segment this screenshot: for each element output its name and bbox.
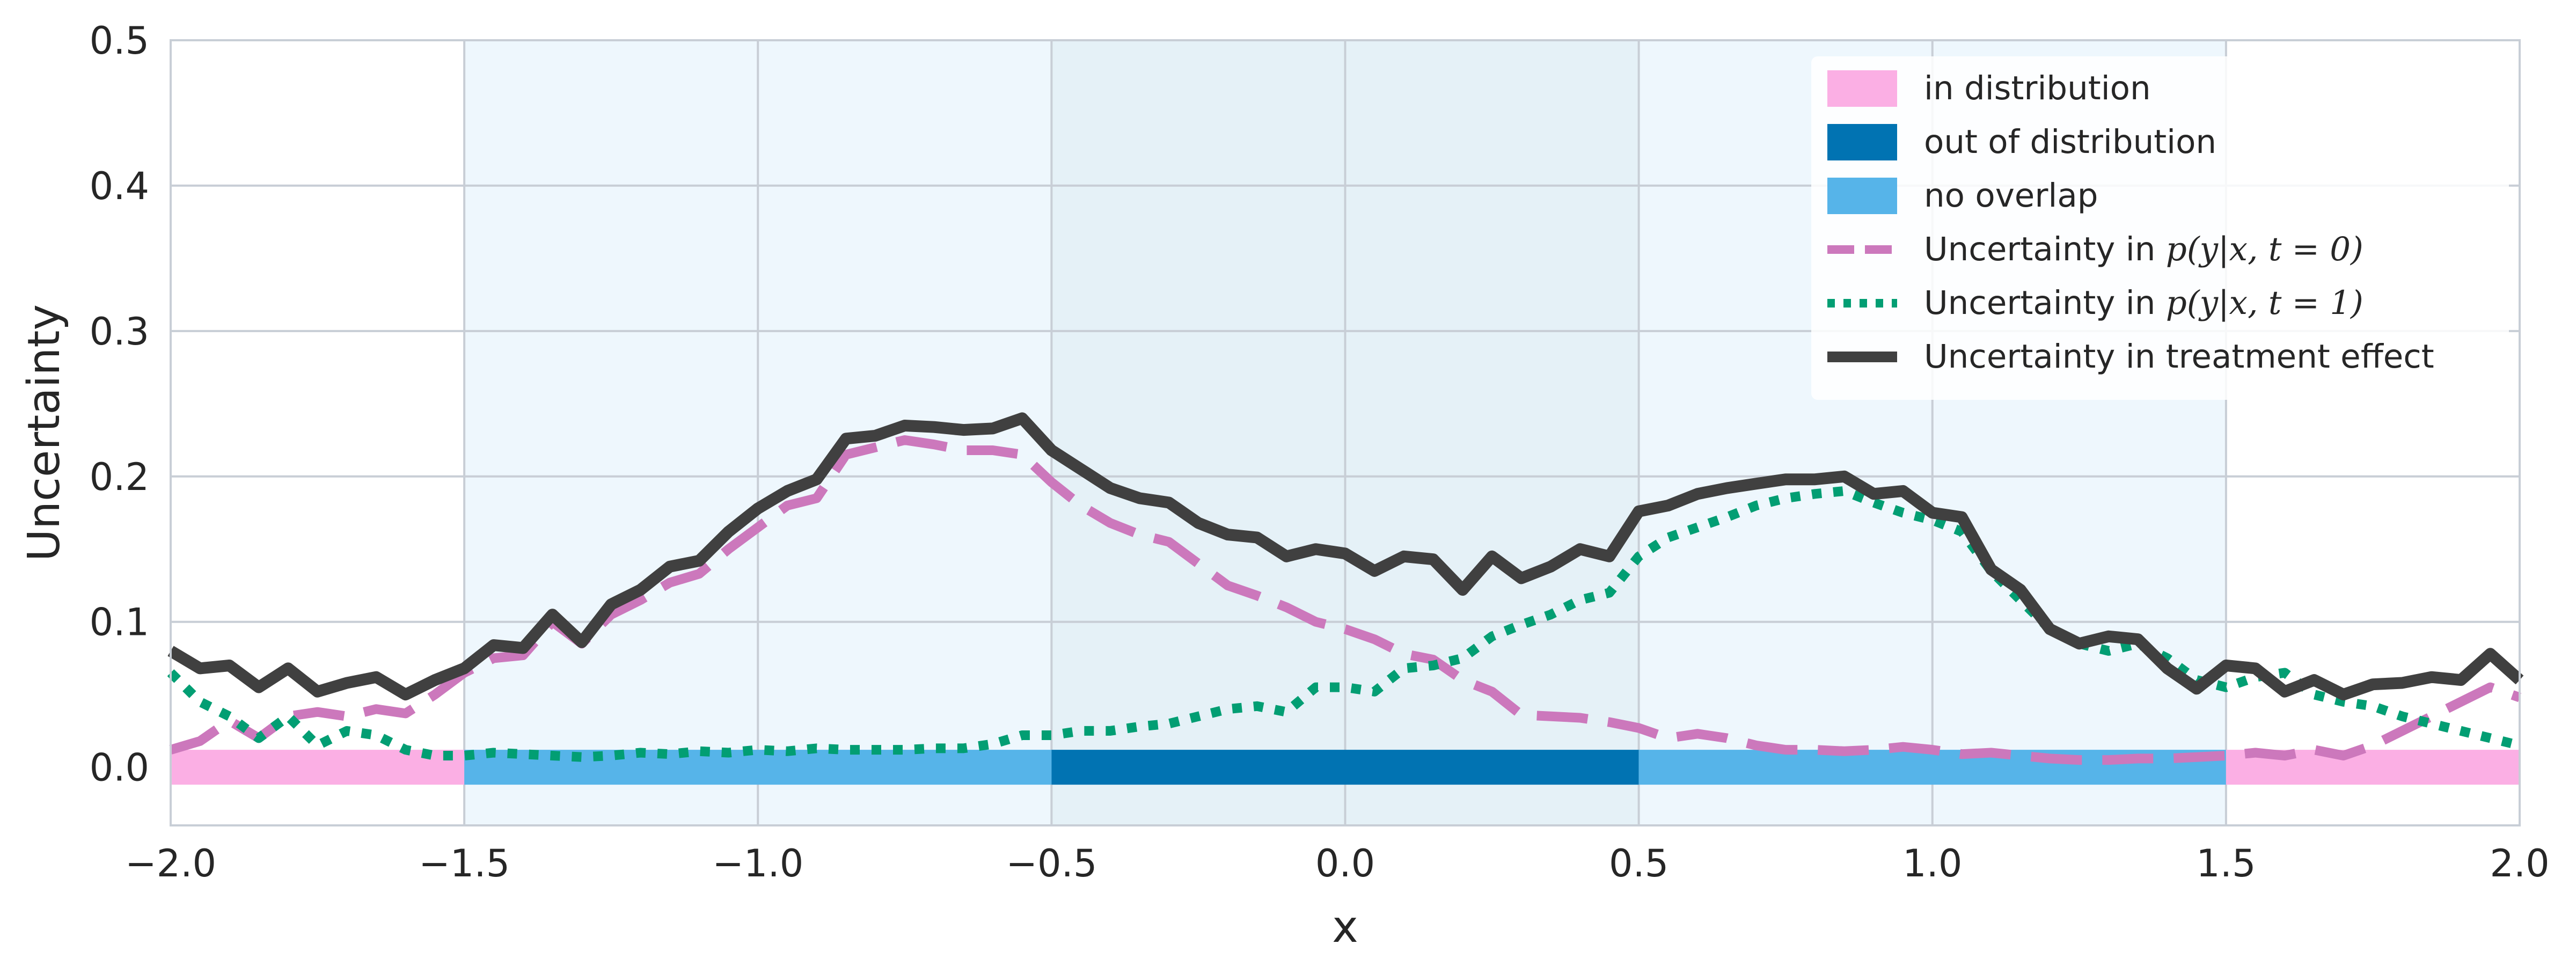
x-tick-label-0: −2.0 <box>125 841 216 885</box>
legend-swatch-2 <box>1827 178 1897 214</box>
plot-frame <box>170 39 2521 826</box>
series-line-1 <box>167 486 2521 762</box>
y-tick-label-2: 0.2 <box>90 455 149 499</box>
y-axis-label: Uncertainty <box>19 304 70 561</box>
legend-label-math-3: p(y|x, t = 0) <box>2166 230 2363 268</box>
x-axis-label: x <box>1332 902 1358 953</box>
series-lines <box>167 412 2524 765</box>
x-tick-label-3: −0.5 <box>1006 841 1097 885</box>
plot-border <box>170 39 2521 826</box>
legend-label-1: out of distribution <box>1924 123 2216 161</box>
x-tick-label-2: −1.0 <box>712 841 803 885</box>
distribution-bands <box>171 750 2520 785</box>
legend-label-4: Uncertainty in p(y|x, t = 1) <box>1924 284 2363 322</box>
y-tick-label-1: 0.1 <box>90 601 149 645</box>
legend-label-0: in distribution <box>1924 69 2151 107</box>
legend-box <box>1811 56 2509 400</box>
series-line-2 <box>167 412 2524 701</box>
x-tick-label-1: −1.5 <box>419 841 510 885</box>
legend: in distribution out of distribution no ove… <box>1811 56 2509 400</box>
legend-swatch-0 <box>1827 70 1897 107</box>
region-band-0 <box>171 750 465 785</box>
x-tick-labels: −2.0 −1.5 −1.0 −0.5 0.0 0.5 1.0 1.5 2.0 <box>125 841 2550 885</box>
x-tick-label-5: 0.5 <box>1609 841 1668 885</box>
y-tick-labels: 0.0 0.1 0.2 0.3 0.4 0.5 <box>90 19 149 790</box>
x-tick-label-4: 0.0 <box>1315 841 1375 885</box>
legend-label-text-0: in distribution <box>1924 69 2151 107</box>
y-tick-label-4: 0.4 <box>90 164 149 208</box>
legend-label-text-5: Uncertainty in treatment effect <box>1924 338 2434 376</box>
region-band-1 <box>464 750 1052 785</box>
y-tick-label-0: 0.0 <box>90 746 149 790</box>
legend-label-math-4: p(y|x, t = 1) <box>2166 284 2363 322</box>
legend-label-2: no overlap <box>1924 177 2098 215</box>
legend-label-5: Uncertainty in treatment effect <box>1924 338 2434 376</box>
legend-label-text-2: no overlap <box>1924 177 2098 215</box>
x-tick-label-6: 1.0 <box>1902 841 1962 885</box>
legend-label-text-3: Uncertainty in <box>1924 230 2166 268</box>
legend-label-3: Uncertainty in p(y|x, t = 0) <box>1924 230 2363 268</box>
legend-label-text-4: Uncertainty in <box>1924 284 2166 322</box>
x-tick-label-7: 1.5 <box>2196 841 2256 885</box>
y-tick-label-3: 0.3 <box>90 310 149 354</box>
legend-label-text-1: out of distribution <box>1924 123 2216 161</box>
legend-swatch-1 <box>1827 124 1897 160</box>
y-tick-label-5: 0.5 <box>90 19 149 63</box>
region-band-2 <box>1051 750 1639 785</box>
x-tick-label-8: 2.0 <box>2490 841 2549 885</box>
